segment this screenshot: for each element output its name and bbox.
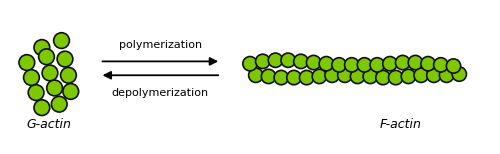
Circle shape [52,96,67,112]
Circle shape [434,58,448,72]
Circle shape [281,53,295,67]
Circle shape [28,85,44,100]
Circle shape [274,70,288,85]
Text: G-actin: G-actin [26,118,71,131]
Circle shape [396,55,410,70]
Circle shape [268,53,282,67]
Circle shape [370,58,384,72]
Circle shape [312,69,326,84]
Circle shape [319,57,334,71]
Circle shape [38,49,54,65]
Circle shape [19,55,34,70]
Circle shape [57,51,73,67]
Circle shape [440,68,454,82]
Text: depolymerization: depolymerization [112,88,209,98]
Circle shape [294,54,308,69]
Circle shape [382,57,397,71]
Circle shape [256,54,270,69]
Circle shape [248,68,263,82]
Circle shape [332,58,346,72]
Circle shape [358,58,372,72]
Circle shape [34,100,50,116]
Text: F-actin: F-actin [380,118,422,131]
Circle shape [306,55,321,70]
Text: polymerization: polymerization [119,40,202,50]
Circle shape [421,57,435,71]
Circle shape [376,70,390,85]
Circle shape [350,69,364,84]
Circle shape [63,84,78,99]
Circle shape [452,67,466,81]
Circle shape [408,55,422,70]
Circle shape [414,68,428,82]
Circle shape [325,68,340,82]
Circle shape [426,68,441,82]
Circle shape [24,70,40,85]
Circle shape [34,40,50,55]
Circle shape [300,70,314,85]
Circle shape [401,69,415,84]
Circle shape [338,68,352,82]
Circle shape [243,57,257,71]
Circle shape [344,58,359,72]
Circle shape [388,70,403,85]
Circle shape [287,70,301,85]
Circle shape [446,59,460,73]
Circle shape [363,69,378,84]
Circle shape [60,67,76,83]
Circle shape [46,80,62,96]
Circle shape [54,33,70,49]
Circle shape [262,69,276,84]
Circle shape [42,65,58,81]
